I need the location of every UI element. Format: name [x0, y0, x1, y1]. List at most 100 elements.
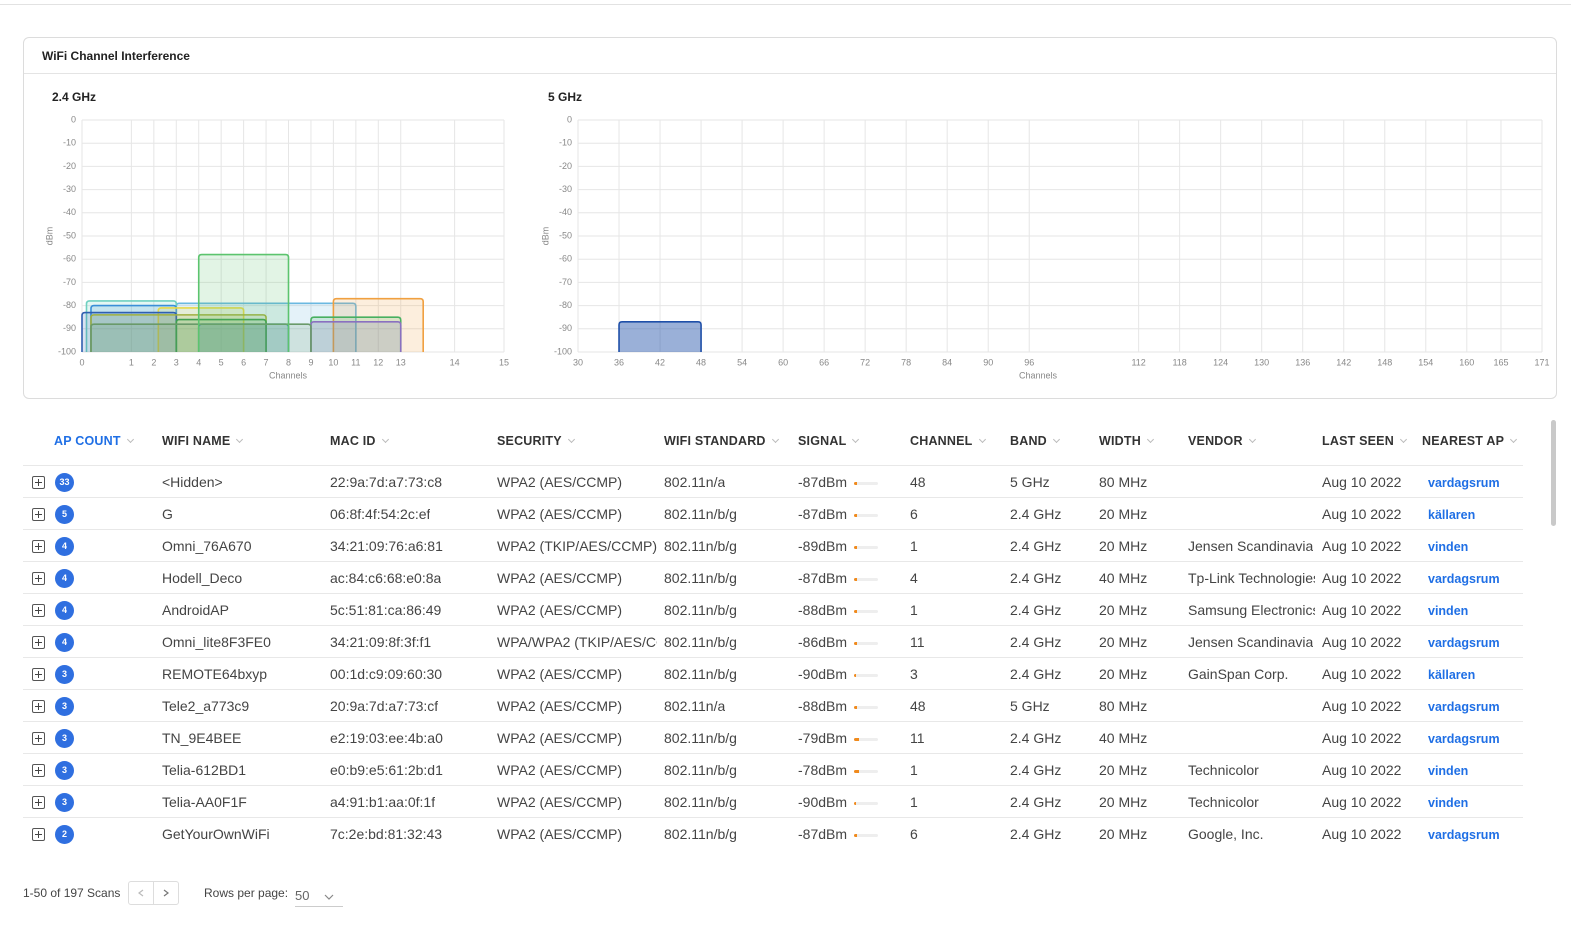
ap-count-badge: 33 [55, 473, 74, 492]
x-tick-label: 30 [573, 357, 583, 367]
table-cell: Aug 10 2022 [1322, 506, 1402, 522]
table-row: 3 Telia-612BD1 e0:b9:e5:61:2b:d1 WPA2 (AES/… [23, 753, 1523, 786]
nearest-ap-link[interactable]: vinden [1428, 540, 1469, 554]
expand-button[interactable] [32, 572, 45, 585]
x-tick-label: 48 [696, 357, 706, 367]
column-header[interactable]: WIDTH [1099, 434, 1153, 448]
signal-label: -87dBm [798, 506, 848, 522]
x-tick-label: 5 [219, 357, 224, 367]
x-tick-label: 1 [129, 357, 134, 367]
table-cell: Aug 10 2022 [1322, 538, 1402, 554]
table-cell: 2.4 GHz [1010, 730, 1062, 746]
table-cell: Aug 10 2022 [1322, 570, 1402, 586]
column-header[interactable]: AP COUNT [54, 434, 133, 448]
nearest-ap-link[interactable]: vardagsrum [1428, 476, 1500, 490]
expand-button[interactable] [32, 828, 45, 841]
column-header[interactable]: MAC ID [330, 434, 388, 448]
x-tick-label: 8 [286, 357, 291, 367]
table-cell: e0:b9:e5:61:2b:d1 [330, 762, 443, 778]
table-cell: G [162, 506, 173, 522]
table-row: 3 Tele2_a773c9 20:9a:7d:a7:73:cf WPA2 (AES/… [23, 689, 1523, 722]
column-header[interactable]: BAND [1010, 434, 1059, 448]
y-tick-label: -50 [63, 230, 76, 240]
table-cell: 20 MHz [1099, 506, 1148, 522]
signal-bar-track [854, 514, 878, 517]
x-tick-label: 7 [264, 357, 269, 367]
column-header[interactable]: WIFI NAME [162, 434, 242, 448]
table-cell: 6 [910, 826, 918, 842]
nearest-ap-link[interactable]: vardagsrum [1428, 828, 1500, 842]
x-tick-label: 13 [396, 357, 406, 367]
table-cell: 6 [910, 506, 918, 522]
nearest-ap-link[interactable]: källaren [1428, 668, 1476, 682]
table-cell: 11 [910, 730, 925, 746]
expand-button[interactable] [32, 796, 45, 809]
y-tick-label: -30 [559, 184, 572, 194]
table-cell: GetYourOwnWiFi [162, 826, 270, 842]
table-cell: 80 MHz [1099, 698, 1148, 714]
expand-button[interactable] [32, 604, 45, 617]
expand-button[interactable] [32, 732, 45, 745]
table-cell: 5 GHz [1010, 698, 1050, 714]
next-icon [163, 889, 169, 897]
y-tick-label: 0 [567, 114, 572, 124]
table-cell: 48 [910, 474, 926, 490]
channel-area [85, 300, 178, 352]
column-header[interactable]: VENDOR [1188, 434, 1255, 448]
table-cell: Jensen Scandinavia [1188, 634, 1314, 650]
prev-page[interactable] [128, 881, 154, 905]
expand-button[interactable] [32, 476, 45, 489]
table-cell: 1 [910, 538, 918, 554]
ap-count-badge: 3 [55, 761, 74, 780]
column-header[interactable]: LAST SEEN [1322, 434, 1406, 448]
column-header[interactable]: WIFI STANDARD [664, 434, 778, 448]
column-header[interactable]: NEAREST AP [1422, 434, 1516, 448]
ap-count-badge: 3 [55, 729, 74, 748]
expand-button[interactable] [32, 508, 45, 521]
nearest-ap-link[interactable]: källaren [1428, 508, 1476, 522]
x-tick-label: 148 [1377, 357, 1392, 367]
table-cell: 5c:51:81:ca:86:49 [330, 602, 442, 618]
x-tick-label: 12 [373, 357, 383, 367]
signal-label: -87dBm [798, 570, 848, 586]
table-cell: 5 GHz [1010, 474, 1050, 490]
nearest-ap-link[interactable]: vardagsrum [1428, 700, 1500, 714]
next-page[interactable] [153, 881, 179, 905]
table-cell: WPA2 (AES/CCMP) [497, 602, 622, 618]
signal-bar [854, 642, 858, 645]
expand-button[interactable] [32, 764, 45, 777]
nearest-ap-link[interactable]: vardagsrum [1428, 636, 1500, 650]
table-cell: 2.4 GHz [1010, 506, 1062, 522]
prev-icon [138, 889, 144, 897]
nearest-ap-link[interactable]: vinden [1428, 604, 1469, 618]
nearest-ap-link[interactable]: vardagsrum [1428, 572, 1500, 586]
x-tick-label: 15 [499, 357, 509, 367]
expand-button[interactable] [32, 540, 45, 553]
table-cell: 2.4 GHz [1010, 826, 1062, 842]
ap-count-badge: 3 [55, 793, 74, 812]
x-tick-label: 124 [1213, 357, 1228, 367]
y-tick-label: -70 [559, 277, 572, 287]
nearest-ap-link[interactable]: vardagsrum [1428, 732, 1500, 746]
y-axis-label: dBm [44, 227, 54, 246]
table-cell: 20 MHz [1099, 666, 1148, 682]
column-header[interactable]: SIGNAL [798, 434, 858, 448]
scrollbar[interactable] [1551, 420, 1556, 526]
ap-count-badge: 4 [55, 537, 74, 556]
signal-label: -88dBm [798, 602, 848, 618]
nearest-ap-link[interactable]: vinden [1428, 796, 1469, 810]
table-cell: 20 MHz [1099, 634, 1148, 650]
x-tick-label: 60 [778, 357, 788, 367]
column-header[interactable]: SECURITY [497, 434, 574, 448]
expand-button[interactable] [32, 636, 45, 649]
rows-per-page-select[interactable]: 50 [295, 888, 343, 907]
table-cell: WPA2 (AES/CCMP) [497, 698, 622, 714]
expand-button[interactable] [32, 668, 45, 681]
table-cell: Aug 10 2022 [1322, 794, 1402, 810]
nearest-ap-link[interactable]: vinden [1428, 764, 1469, 778]
table-cell: 1 [910, 794, 918, 810]
expand-button[interactable] [32, 700, 45, 713]
column-header[interactable]: CHANNEL [910, 434, 985, 448]
table-cell: 40 MHz [1099, 730, 1148, 746]
table-cell: ac:84:c6:68:e0:8a [330, 570, 442, 586]
